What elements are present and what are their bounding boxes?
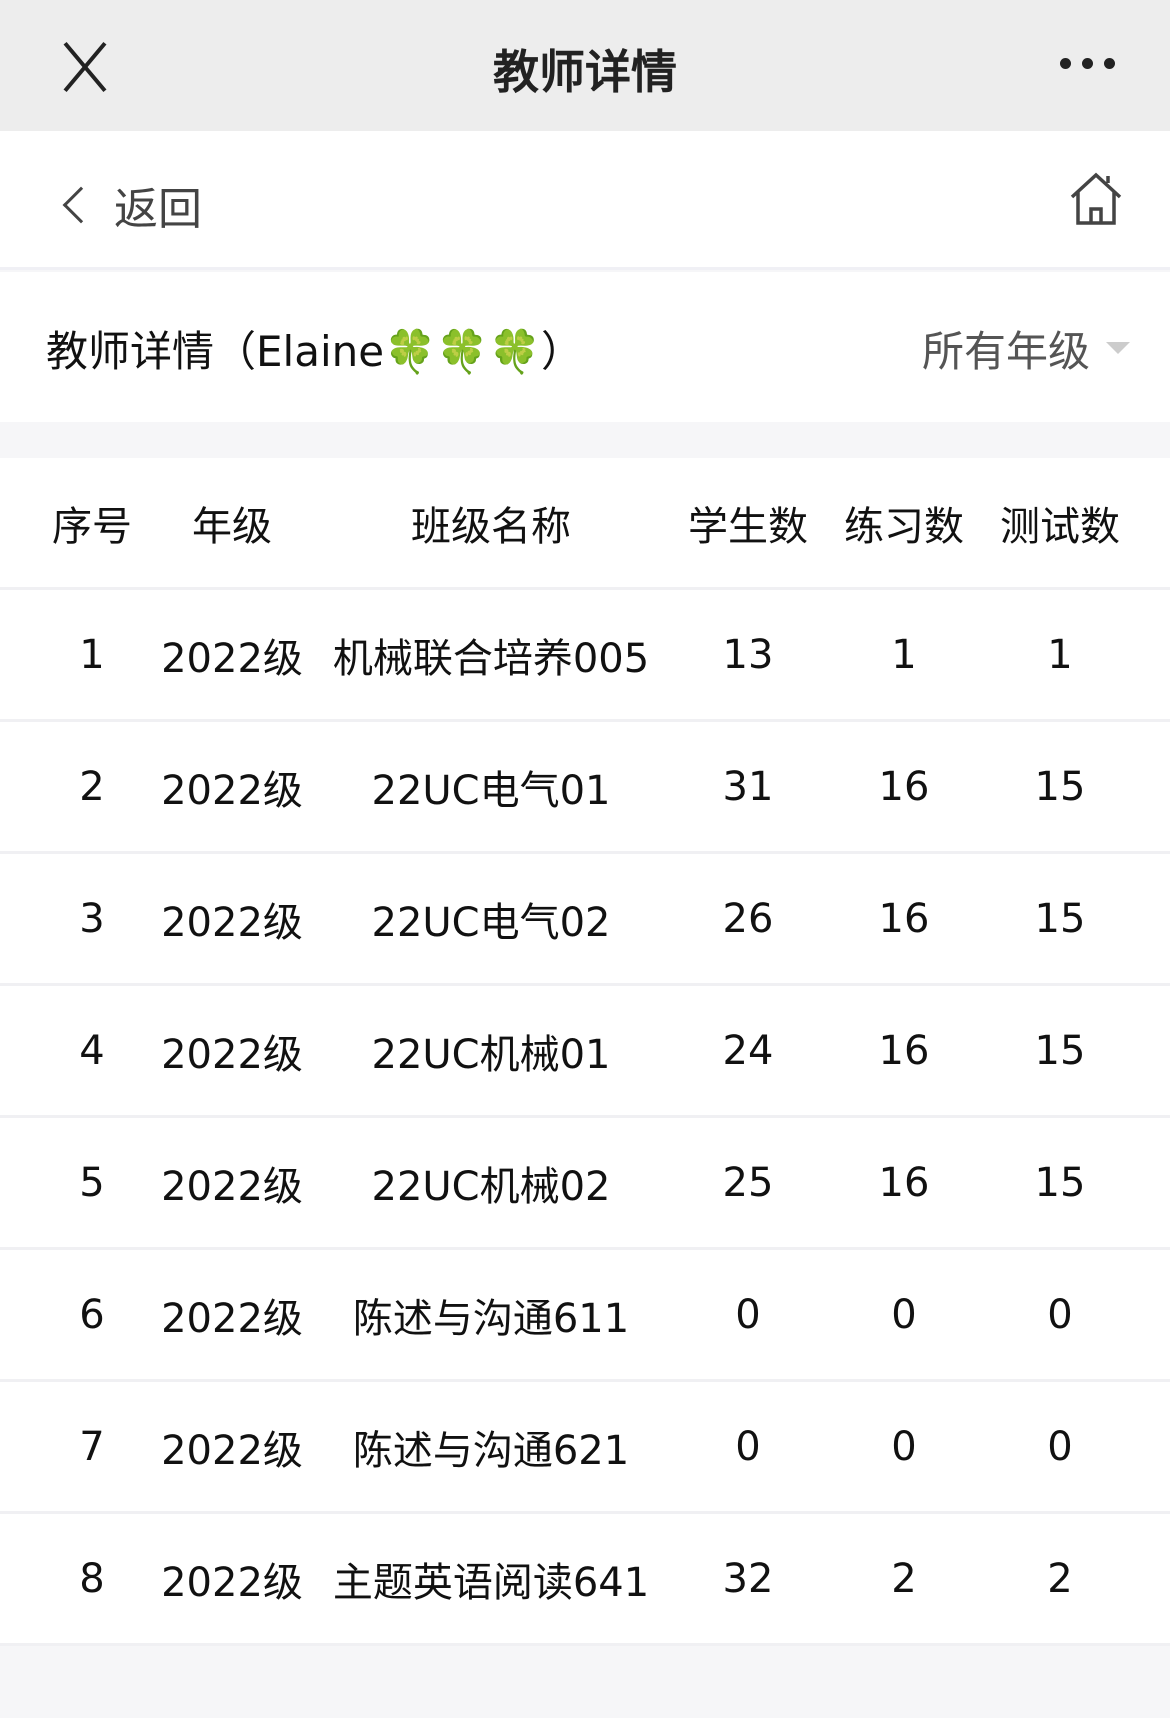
col-header: 学生数 (688, 503, 808, 550)
test-count: 15 (1034, 763, 1086, 810)
class-name: 陈述与沟通611 (352, 1295, 630, 1342)
col-header: 序号 (52, 503, 132, 550)
dropdown-caret-icon[interactable] (1106, 342, 1130, 354)
class-name: 22UC电气02 (371, 899, 611, 946)
practice-count: 0 (891, 1423, 917, 1470)
grade: 2022级 (161, 1031, 303, 1078)
table-header: 序号 年级 班级名称 学生数 练习数 测试数 (0, 458, 1170, 590)
grade: 2022级 (161, 767, 303, 814)
practice-count: 16 (878, 895, 930, 942)
grade: 2022级 (161, 1559, 303, 1606)
back-button[interactable]: 返回 (60, 173, 202, 237)
table-row[interactable]: 8 2022级 主题英语阅读641 32 2 2 (0, 1514, 1170, 1646)
grade: 2022级 (161, 1163, 303, 1210)
teacher-header: 教师详情（Elaine🍀🍀🍀） 所有年级 (0, 272, 1170, 422)
test-count: 0 (1047, 1291, 1073, 1338)
class-name: 22UC电气01 (371, 767, 611, 814)
grade: 2022级 (161, 1295, 303, 1342)
test-count: 0 (1047, 1423, 1073, 1470)
class-name: 主题英语阅读641 (332, 1559, 650, 1606)
col-header: 班级名称 (411, 503, 571, 550)
test-count: 2 (1047, 1555, 1073, 1602)
table-row[interactable]: 3 2022级 22UC电气02 26 16 15 (0, 854, 1170, 986)
back-label: 返回 (114, 184, 202, 235)
practice-count: 1 (891, 631, 917, 678)
row-index: 1 (79, 631, 105, 678)
student-count: 24 (722, 1027, 774, 1074)
chevron-left-icon (62, 186, 100, 224)
grade: 2022级 (161, 635, 303, 682)
practice-count: 0 (891, 1291, 917, 1338)
class-name: 22UC机械02 (371, 1163, 611, 1210)
student-count: 31 (722, 763, 774, 810)
home-icon[interactable] (1068, 171, 1124, 227)
teacher-title: 教师详情（Elaine🍀🍀🍀） (46, 327, 583, 376)
row-index: 5 (79, 1159, 105, 1206)
student-count: 32 (722, 1555, 774, 1602)
row-index: 6 (79, 1291, 105, 1338)
class-name: 机械联合培养005 (332, 635, 650, 682)
student-count: 25 (722, 1159, 774, 1206)
more-icon[interactable] (1060, 58, 1115, 69)
class-name: 陈述与沟通621 (352, 1427, 630, 1474)
page-title: 教师详情 (493, 45, 677, 99)
student-count: 0 (735, 1423, 761, 1470)
practice-count: 16 (878, 763, 930, 810)
test-count: 15 (1034, 1159, 1086, 1206)
col-header: 练习数 (844, 503, 964, 550)
nav-row: 返回 (0, 131, 1170, 270)
class-name: 22UC机械01 (371, 1031, 611, 1078)
col-header: 年级 (192, 503, 272, 550)
table-row[interactable]: 5 2022级 22UC机械02 25 16 15 (0, 1118, 1170, 1250)
practice-count: 16 (878, 1159, 930, 1206)
row-index: 2 (79, 763, 105, 810)
row-index: 7 (79, 1423, 105, 1470)
student-count: 0 (735, 1291, 761, 1338)
table-row[interactable]: 4 2022级 22UC机械01 24 16 15 (0, 986, 1170, 1118)
student-count: 26 (722, 895, 774, 942)
table-row[interactable]: 1 2022级 机械联合培养005 13 1 1 (0, 590, 1170, 722)
table-row[interactable]: 6 2022级 陈述与沟通611 0 0 0 (0, 1250, 1170, 1382)
test-count: 1 (1047, 631, 1073, 678)
student-count: 13 (722, 631, 774, 678)
row-index: 8 (79, 1555, 105, 1602)
class-table: 序号 年级 班级名称 学生数 练习数 测试数 1 2022级 机械联合培养005 13… (0, 458, 1170, 1646)
row-index: 3 (79, 895, 105, 942)
practice-count: 2 (891, 1555, 917, 1602)
test-count: 15 (1034, 895, 1086, 942)
table-row[interactable]: 7 2022级 陈述与沟通621 0 0 0 (0, 1382, 1170, 1514)
test-count: 15 (1034, 1027, 1086, 1074)
table-row[interactable]: 2 2022级 22UC电气01 31 16 15 (0, 722, 1170, 854)
row-index: 4 (79, 1027, 105, 1074)
grade: 2022级 (161, 1427, 303, 1474)
grade-filter[interactable]: 所有年级 (921, 327, 1090, 376)
practice-count: 16 (878, 1027, 930, 1074)
top-bar: 教师详情 (0, 0, 1170, 131)
grade: 2022级 (161, 899, 303, 946)
col-header: 测试数 (1000, 503, 1120, 550)
